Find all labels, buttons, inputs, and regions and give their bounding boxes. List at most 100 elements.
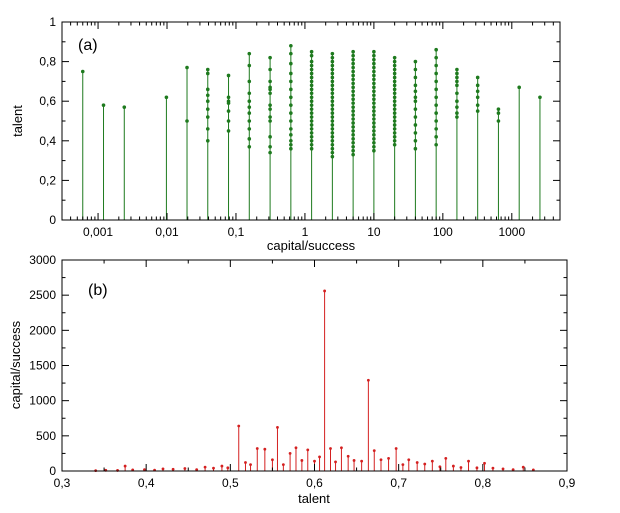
tick-b-x-label: 0,3	[54, 476, 71, 490]
point-a-6-4	[226, 109, 231, 113]
point-a-9-7	[289, 103, 293, 107]
point-a-10-21	[309, 135, 314, 139]
point-b-12	[212, 466, 215, 470]
point-a-7-10	[247, 144, 252, 149]
point-a-16-3	[434, 71, 438, 76]
point-a-14-11	[392, 99, 397, 103]
point-a-17-1	[455, 71, 459, 76]
point-b-31	[334, 460, 337, 464]
point-a-14-21	[392, 139, 397, 143]
point-a-10-12	[309, 99, 314, 103]
point-a-13-19	[372, 125, 376, 129]
point-a-9-2	[289, 61, 293, 66]
point-a-12-5	[351, 69, 355, 74]
point-b-55	[511, 468, 515, 471]
point-a-13-11	[372, 93, 376, 98]
point-a-6-6	[226, 129, 231, 133]
point-a-16-8	[434, 111, 438, 115]
chart-b-xlabel: talent	[298, 491, 330, 506]
point-a-19-2	[496, 119, 501, 123]
point-a-10-13	[309, 103, 314, 107]
point-a-7-9	[247, 137, 252, 141]
point-a-5-1	[205, 71, 210, 76]
point-b-13	[220, 464, 224, 468]
point-a-17-4	[455, 83, 459, 88]
chart-a-ylabel: talent	[10, 105, 25, 137]
point-b-37	[372, 449, 376, 453]
point-a-1-0	[101, 103, 106, 107]
point-a-4-1	[185, 119, 189, 123]
point-a-13-10	[372, 89, 376, 94]
point-a-14-19	[392, 131, 397, 135]
point-a-14-4	[392, 71, 397, 76]
chart-a-xlabel: capital/success	[267, 238, 356, 253]
tick-a-y-label: 0,4	[39, 134, 56, 148]
point-b-26	[306, 448, 310, 452]
tick-b-x-label: 0,4	[138, 476, 155, 490]
point-a-9-9	[289, 119, 293, 123]
point-a-8-9	[268, 119, 272, 123]
point-a-14-12	[392, 103, 397, 107]
point-a-9-3	[289, 71, 293, 76]
tick-a-x-label: 100	[433, 225, 453, 239]
point-a-14-3	[392, 67, 397, 72]
point-a-3-0	[164, 95, 169, 100]
point-a-14-1	[392, 59, 397, 64]
point-a-13-21	[372, 133, 376, 137]
point-a-11-26	[330, 154, 335, 159]
point-a-11-13	[330, 103, 335, 107]
point-a-10-23	[309, 142, 314, 147]
point-a-5-0	[205, 67, 210, 72]
chart-b-frame	[61, 259, 568, 472]
point-b-5	[143, 468, 146, 471]
point-b-33	[346, 454, 350, 458]
point-a-8-5	[268, 91, 272, 96]
point-a-13-1	[372, 53, 376, 58]
point-b-25	[300, 459, 304, 462]
point-a-11-4	[330, 67, 335, 72]
point-b-30	[329, 447, 332, 450]
point-a-10-9	[309, 87, 314, 92]
point-b-23	[288, 452, 292, 455]
point-a-15-11	[413, 139, 418, 143]
point-a-14-10	[392, 95, 397, 100]
point-a-16-11	[434, 135, 438, 139]
point-b-39	[387, 456, 390, 460]
point-a-14-13	[392, 107, 397, 111]
point-b-3	[123, 464, 127, 468]
point-a-16-9	[434, 119, 438, 123]
point-b-42	[407, 458, 411, 462]
point-a-13-25	[372, 148, 376, 153]
point-a-11-24	[330, 146, 335, 151]
tick-a-x-label: 1	[302, 225, 309, 239]
point-a-6-5	[226, 119, 231, 123]
point-b-48	[451, 464, 455, 468]
point-a-12-21	[351, 133, 355, 137]
point-b-40	[394, 447, 398, 450]
point-a-6-3	[226, 101, 231, 105]
point-a-11-12	[330, 99, 335, 103]
point-a-12-8	[351, 81, 355, 86]
point-a-6-0	[226, 73, 231, 78]
point-a-2-0	[122, 105, 127, 109]
point-a-14-14	[392, 111, 397, 115]
tick-b-y-label: 3000	[29, 253, 56, 267]
point-a-10-19	[309, 127, 314, 131]
point-a-11-10	[330, 91, 335, 96]
point-b-47	[444, 456, 448, 460]
point-a-7-5	[247, 105, 252, 109]
point-b-19	[263, 447, 267, 451]
point-a-14-18	[392, 127, 397, 131]
point-a-15-1	[413, 67, 418, 72]
point-a-13-17	[372, 117, 376, 121]
point-b-44	[423, 462, 427, 466]
point-a-7-8	[247, 127, 252, 131]
point-a-11-9	[330, 87, 335, 92]
point-a-12-25	[351, 148, 355, 153]
point-a-4-0	[185, 65, 189, 70]
point-a-13-3	[372, 61, 376, 66]
point-a-13-15	[372, 109, 376, 113]
point-a-12-9	[351, 85, 355, 90]
point-a-13-12	[372, 97, 376, 102]
point-a-14-9	[392, 91, 397, 96]
